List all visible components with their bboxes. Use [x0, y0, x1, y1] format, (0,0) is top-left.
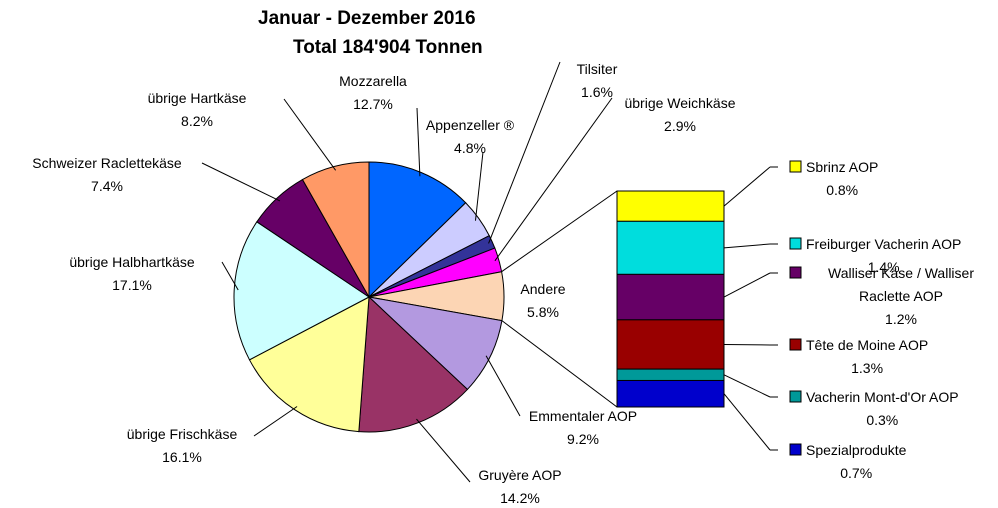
- leader-line: [723, 272, 771, 298]
- pie-label: Gruyère AOP 14.2%: [478, 464, 561, 508]
- label-value: 2.9%: [664, 118, 696, 134]
- pie-label: übrige Hartkäse 8.2%: [148, 87, 247, 133]
- label-value: 4.8%: [454, 140, 486, 156]
- label-name: Freiburger Vacherin AOP: [806, 236, 962, 252]
- leader-line: [723, 343, 771, 346]
- leader-line: [221, 261, 239, 291]
- pie-label: Appenzeller ® 4.8%: [426, 114, 514, 160]
- leader-line: [488, 61, 561, 244]
- legend-label: Spezialprodukte 0.7%: [806, 439, 906, 485]
- pie-slice: [368, 161, 467, 299]
- label-name: Tilsiter: [576, 61, 618, 77]
- legend-swatch: [789, 443, 802, 456]
- legend-label: Freiburger Vacherin AOP 1.4%: [806, 233, 961, 279]
- legend-swatch: [789, 266, 802, 279]
- label-value: 1.4%: [867, 259, 900, 275]
- label-name: Mozzarella: [339, 73, 407, 89]
- pie-label: übrige Weichkäse 2.9%: [624, 92, 735, 138]
- pie-label: übrige Halbhartkäse 17.1%: [69, 251, 194, 297]
- pie-label: Andere 5.8%: [520, 278, 565, 324]
- bar-segment: [616, 368, 725, 381]
- label-value: 1.2%: [885, 311, 917, 327]
- label-name: Andere: [520, 281, 566, 297]
- label-value: 14.2%: [500, 490, 540, 506]
- bar-segment: [616, 190, 725, 222]
- leader-line: [416, 418, 471, 483]
- connector-line: [501, 320, 618, 408]
- leader-line: [485, 355, 521, 417]
- leader-line: [494, 97, 613, 262]
- bar-segment: [616, 319, 725, 370]
- pie-slice: [233, 221, 370, 361]
- pie-label: Schweizer Raclettekäse 7.4%: [32, 152, 181, 198]
- chart-subtitle: Total 184'904 Tonnen: [293, 37, 483, 58]
- label-name: Appenzeller ®: [425, 117, 515, 133]
- pie-label: Emmentaler AOP 9.2%: [529, 405, 637, 451]
- pie-slice: [358, 295, 469, 433]
- label-value: 17.1%: [112, 277, 152, 293]
- label-name: Vacherin Mont-d'Or AOP: [806, 389, 959, 405]
- label-name: Gruyère AOP: [478, 467, 562, 483]
- label-value: 0.7%: [840, 465, 873, 481]
- leader-line: [283, 98, 337, 171]
- label-name: Walliser Käse / Walliser Raclette AOP: [828, 265, 974, 304]
- label-name: Tête de Moine AOP: [806, 337, 929, 353]
- label-value: 12.7%: [353, 96, 393, 112]
- bar-segment: [616, 220, 725, 275]
- chart-title: Januar - Dezember 2016: [258, 8, 476, 29]
- pie-label: übrige Frischkäse 16.1%: [127, 423, 238, 469]
- legend-swatch: [789, 338, 802, 351]
- label-value: 16.1%: [162, 449, 202, 465]
- pie-slice: [248, 296, 370, 433]
- leader-line: [723, 166, 771, 207]
- legend-label: Tête de Moine AOP 1.3%: [806, 334, 928, 380]
- legend-label: Sbrinz AOP 0.8%: [806, 156, 878, 202]
- label-value: 8.2%: [181, 113, 213, 129]
- bar-segment: [616, 273, 725, 321]
- legend-swatch: [789, 390, 802, 403]
- leader-line: [253, 406, 298, 437]
- leader-line: [474, 151, 484, 221]
- leader-line: [201, 162, 281, 202]
- label-value: 5.8%: [527, 304, 559, 320]
- pie-slice: [367, 296, 503, 391]
- label-value: 0.3%: [866, 412, 899, 428]
- label-name: übrige Halbhartkäse: [69, 254, 195, 270]
- label-value: 9.2%: [567, 431, 599, 447]
- label-name: Sbrinz AOP: [806, 159, 879, 175]
- legend-swatch: [789, 160, 802, 173]
- label-value: 0.8%: [826, 182, 859, 198]
- bar-segment: [616, 379, 725, 408]
- label-value: 7.4%: [91, 178, 123, 194]
- label-name: Schweizer Raclettekäse: [32, 155, 182, 171]
- pie-slice: [301, 161, 370, 299]
- legend-label: Vacherin Mont-d'Or AOP 0.3%: [806, 386, 959, 432]
- label-value: 1.3%: [851, 360, 884, 376]
- label-value: 1.6%: [581, 84, 613, 100]
- legend-swatch: [789, 237, 802, 250]
- leader-line: [723, 393, 771, 451]
- label-name: übrige Weichkäse: [624, 95, 736, 111]
- legend-label: Walliser Käse / Walliser Raclette AOP 1.2…: [806, 262, 996, 331]
- label-name: Emmentaler AOP: [528, 408, 638, 424]
- pie-label: Mozzarella 12.7%: [339, 70, 407, 116]
- label-name: Spezialprodukte: [806, 442, 907, 458]
- leader-line: [723, 243, 771, 249]
- connector-line: [501, 190, 618, 273]
- leader-line: [723, 374, 771, 398]
- label-name: übrige Frischkäse: [126, 426, 238, 442]
- label-name: übrige Hartkäse: [147, 90, 247, 106]
- pie-label: Tilsiter 1.6%: [577, 58, 618, 104]
- leader-line: [416, 107, 421, 177]
